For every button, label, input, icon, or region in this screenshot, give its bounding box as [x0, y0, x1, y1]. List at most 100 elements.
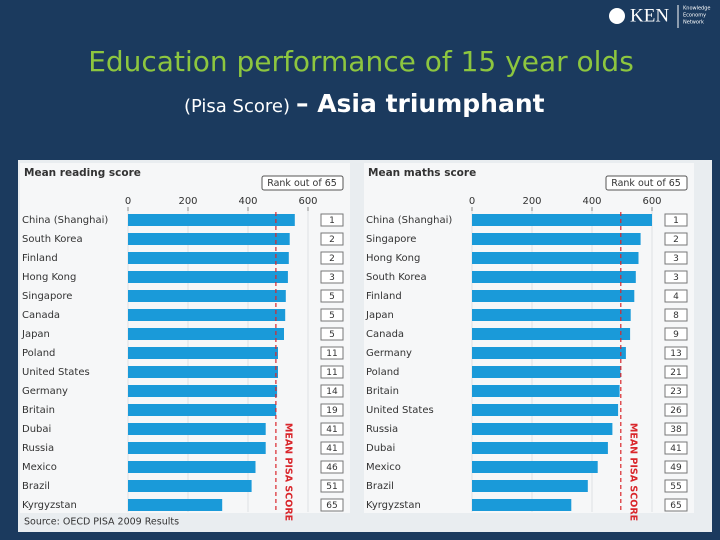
bar — [128, 328, 284, 340]
x-tick-label: 0 — [125, 196, 131, 207]
rank-box — [320, 498, 344, 512]
rank-label: 3 — [673, 273, 679, 283]
rank-box — [320, 289, 344, 303]
bar — [472, 328, 631, 340]
bar — [128, 442, 266, 454]
bar — [472, 423, 613, 435]
x-tick-label: 0 — [469, 196, 475, 207]
rank-box — [320, 460, 344, 474]
bar — [128, 480, 252, 492]
category-label: Russia — [22, 443, 54, 454]
bar — [472, 480, 588, 492]
rank-box — [664, 270, 688, 284]
bar — [128, 271, 288, 283]
mean-annotation: MEAN PISA SCORE — [282, 423, 293, 521]
rank-label: 2 — [329, 254, 335, 264]
rank-header-box — [261, 175, 344, 191]
slide-title: Education performance of 15 year olds — [88, 45, 634, 78]
category-label: United States — [22, 367, 90, 378]
rank-header: Rank out of 65 — [611, 178, 681, 189]
rank-label: 3 — [673, 254, 679, 264]
rank-box — [664, 479, 688, 493]
bar — [472, 252, 639, 264]
category-label: Germany — [366, 348, 412, 359]
x-tick-label: 200 — [178, 196, 197, 207]
bar — [128, 404, 277, 416]
bar — [472, 309, 631, 321]
x-tick-label: 200 — [522, 196, 541, 207]
logo-sub: Network — [683, 20, 704, 26]
rank-label: 5 — [329, 330, 335, 340]
rank-label: 8 — [673, 311, 679, 321]
category-label: Dubai — [22, 424, 51, 435]
rank-label: 65 — [326, 501, 337, 511]
rank-box — [320, 327, 344, 341]
category-label: Finland — [366, 291, 402, 302]
chart-title: Mean reading score — [24, 167, 141, 179]
category-label: Britain — [366, 386, 399, 397]
x-tick-label: 400 — [582, 196, 601, 207]
category-label: Finland — [22, 253, 58, 264]
category-label: Canada — [366, 329, 404, 340]
bar — [472, 461, 598, 473]
rank-box — [320, 384, 344, 398]
rank-header-box — [605, 175, 688, 191]
rank-box — [320, 308, 344, 322]
rank-box — [320, 365, 344, 379]
category-label: Mexico — [366, 462, 401, 473]
category-label: Japan — [365, 310, 394, 321]
bar — [128, 366, 278, 378]
rank-box — [664, 251, 688, 265]
rank-label: 41 — [326, 425, 337, 435]
category-label: Canada — [22, 310, 60, 321]
category-label: South Korea — [366, 272, 427, 283]
category-label: Kyrgyzstan — [22, 500, 77, 511]
rank-header: Rank out of 65 — [267, 178, 337, 189]
rank-box — [664, 384, 688, 398]
rank-label: 2 — [673, 235, 679, 245]
rank-box — [320, 251, 344, 265]
bar — [128, 347, 278, 359]
rank-box — [320, 232, 344, 246]
subtitle-small: (Pisa Score) — [184, 96, 290, 117]
rank-label: 46 — [326, 463, 338, 473]
rank-box — [664, 441, 688, 455]
category-label: Poland — [366, 367, 399, 378]
rank-label: 11 — [326, 368, 337, 378]
category-label: Germany — [22, 386, 68, 397]
category-label: Brazil — [22, 481, 50, 492]
bar — [472, 233, 641, 245]
source: Source: OECD PISA 2009 Results — [24, 517, 179, 528]
bar — [128, 499, 223, 511]
rank-box — [320, 346, 344, 360]
category-label: Singapore — [22, 291, 72, 302]
rank-label: 14 — [326, 387, 338, 397]
rank-label: 5 — [329, 292, 335, 302]
rank-label: 2 — [329, 235, 335, 245]
rank-box — [664, 460, 688, 474]
bar — [472, 404, 619, 416]
rank-label: 55 — [670, 482, 681, 492]
bar — [472, 290, 635, 302]
logo-globe — [609, 8, 625, 24]
bar — [128, 423, 266, 435]
bar — [472, 385, 620, 397]
logo: KEN — [630, 5, 669, 26]
rank-label: 65 — [670, 501, 681, 511]
category-label: Japan — [21, 329, 50, 340]
bar — [128, 309, 286, 321]
category-label: South Korea — [22, 234, 83, 245]
category-label: Hong Kong — [366, 253, 420, 264]
rank-label: 19 — [326, 406, 338, 416]
rank-box — [320, 403, 344, 417]
rank-box — [320, 479, 344, 493]
x-tick-label: 400 — [238, 196, 257, 207]
rank-label: 4 — [673, 292, 679, 302]
rank-box — [664, 289, 688, 303]
rank-box — [664, 365, 688, 379]
category-label: Poland — [22, 348, 55, 359]
rank-box — [664, 327, 688, 341]
rank-label: 38 — [670, 425, 682, 435]
bar — [128, 385, 278, 397]
